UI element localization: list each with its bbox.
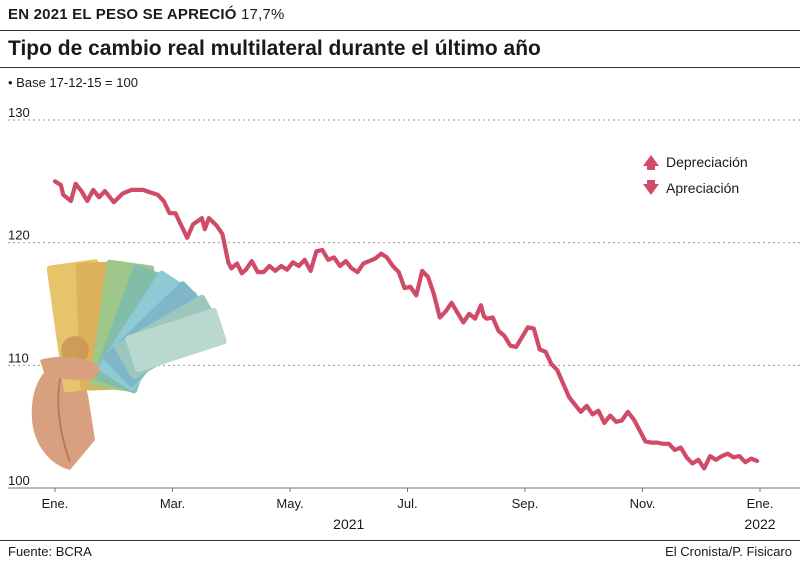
y-tick-label: 110 (8, 350, 29, 365)
kicker: EN 2021 EL PESO SE APRECIÓ 17,7% (8, 6, 285, 23)
credit-note: El Cronista/P. Fisicaro (665, 544, 792, 559)
x-tick-label: Ene. (42, 496, 69, 511)
grid (8, 119, 800, 489)
chart-title: Tipo de cambio real multilateral durante… (8, 37, 541, 60)
x-axis: Ene. Mar. May. Jul. Sep. Nov. Ene. (42, 488, 774, 511)
x-tick-label: Nov. (630, 496, 656, 511)
year-label: 2022 (744, 516, 775, 532)
year-label: 2021 (333, 516, 364, 532)
legend: Depreciación Apreciación (643, 154, 748, 196)
banknotes-hand-illustration (31, 259, 227, 470)
x-tick-label: May. (276, 496, 303, 511)
x-tick-label: Jul. (397, 496, 417, 511)
x-tick-label: Mar. (160, 496, 185, 511)
kicker-text: EN 2021 EL PESO SE APRECIÓ (8, 6, 237, 23)
legend-item-depreciacion: Depreciación (643, 154, 748, 170)
base-note: • Base 17-12-15 = 100 (8, 75, 138, 90)
legend-item-apreciacion: Apreciación (643, 180, 739, 196)
legend-label: Apreciación (666, 180, 739, 196)
year-labels: 2021 2022 (333, 516, 776, 532)
footer-divider (0, 540, 800, 541)
top-divider (0, 30, 800, 31)
x-tick-label: Sep. (512, 496, 539, 511)
series-line (52, 179, 760, 471)
y-tick-label: 100 (8, 473, 30, 488)
kicker-value: 17,7% (241, 6, 285, 23)
source-note: Fuente: BCRA (8, 544, 92, 559)
y-axis: 100 110 120 130 (8, 105, 30, 488)
y-tick-label: 120 (8, 228, 30, 243)
y-tick-label: 130 (8, 105, 30, 120)
arrow-up-icon (643, 155, 659, 170)
arrow-down-icon (643, 180, 659, 195)
legend-label: Depreciación (666, 154, 748, 170)
title-divider (0, 67, 800, 68)
x-tick-label: Ene. (747, 496, 774, 511)
